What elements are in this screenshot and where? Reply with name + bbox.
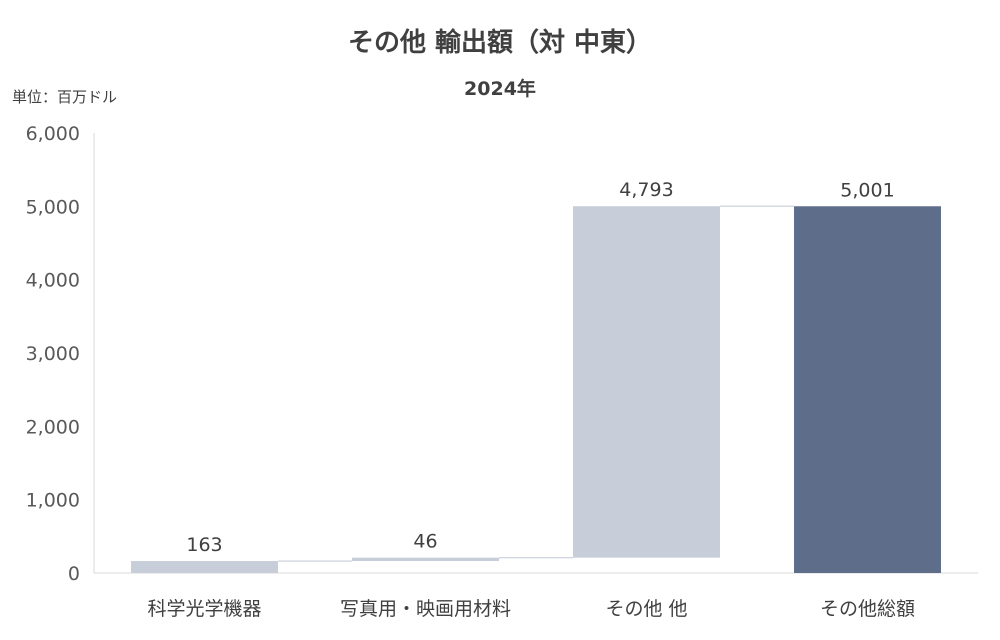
category-label: 科学光学機器 <box>147 598 261 620</box>
bars <box>131 206 941 573</box>
y-tick-label: 0 <box>68 563 80 585</box>
data-label: 5,001 <box>840 179 894 201</box>
y-tick-label: 6,000 <box>26 123 80 145</box>
connectors <box>277 205 795 562</box>
category-label: 写真用・映画用材料 <box>340 598 511 620</box>
category-label: その他 他 <box>605 598 687 620</box>
data-labels: 163 46 4,793 5,001 <box>186 179 894 556</box>
chart-title: その他 輸出額（対 中東） <box>347 28 653 58</box>
data-label: 4,793 <box>619 179 673 201</box>
bar-1 <box>131 561 278 573</box>
y-tick-label: 3,000 <box>26 343 80 365</box>
bar-2 <box>352 557 499 562</box>
data-label: 46 <box>413 531 437 553</box>
y-tick-label: 1,000 <box>26 490 80 512</box>
chart-subtitle: 2024年 <box>464 78 536 100</box>
bar-4 <box>794 206 941 573</box>
y-tick-label: 5,000 <box>26 196 80 218</box>
unit-label: 単位：百万ドル <box>12 88 118 106</box>
bar-3 <box>573 206 720 558</box>
data-label: 163 <box>186 534 222 556</box>
category-label: その他総額 <box>820 598 915 620</box>
y-tick-label: 4,000 <box>26 270 80 292</box>
y-tick-label: 2,000 <box>26 416 80 438</box>
category-labels: 科学光学機器 写真用・映画用材料 その他 他 その他総額 <box>147 598 915 620</box>
y-axis-ticks: 0 1,000 2,000 3,000 4,000 5,000 6,000 <box>26 123 80 585</box>
